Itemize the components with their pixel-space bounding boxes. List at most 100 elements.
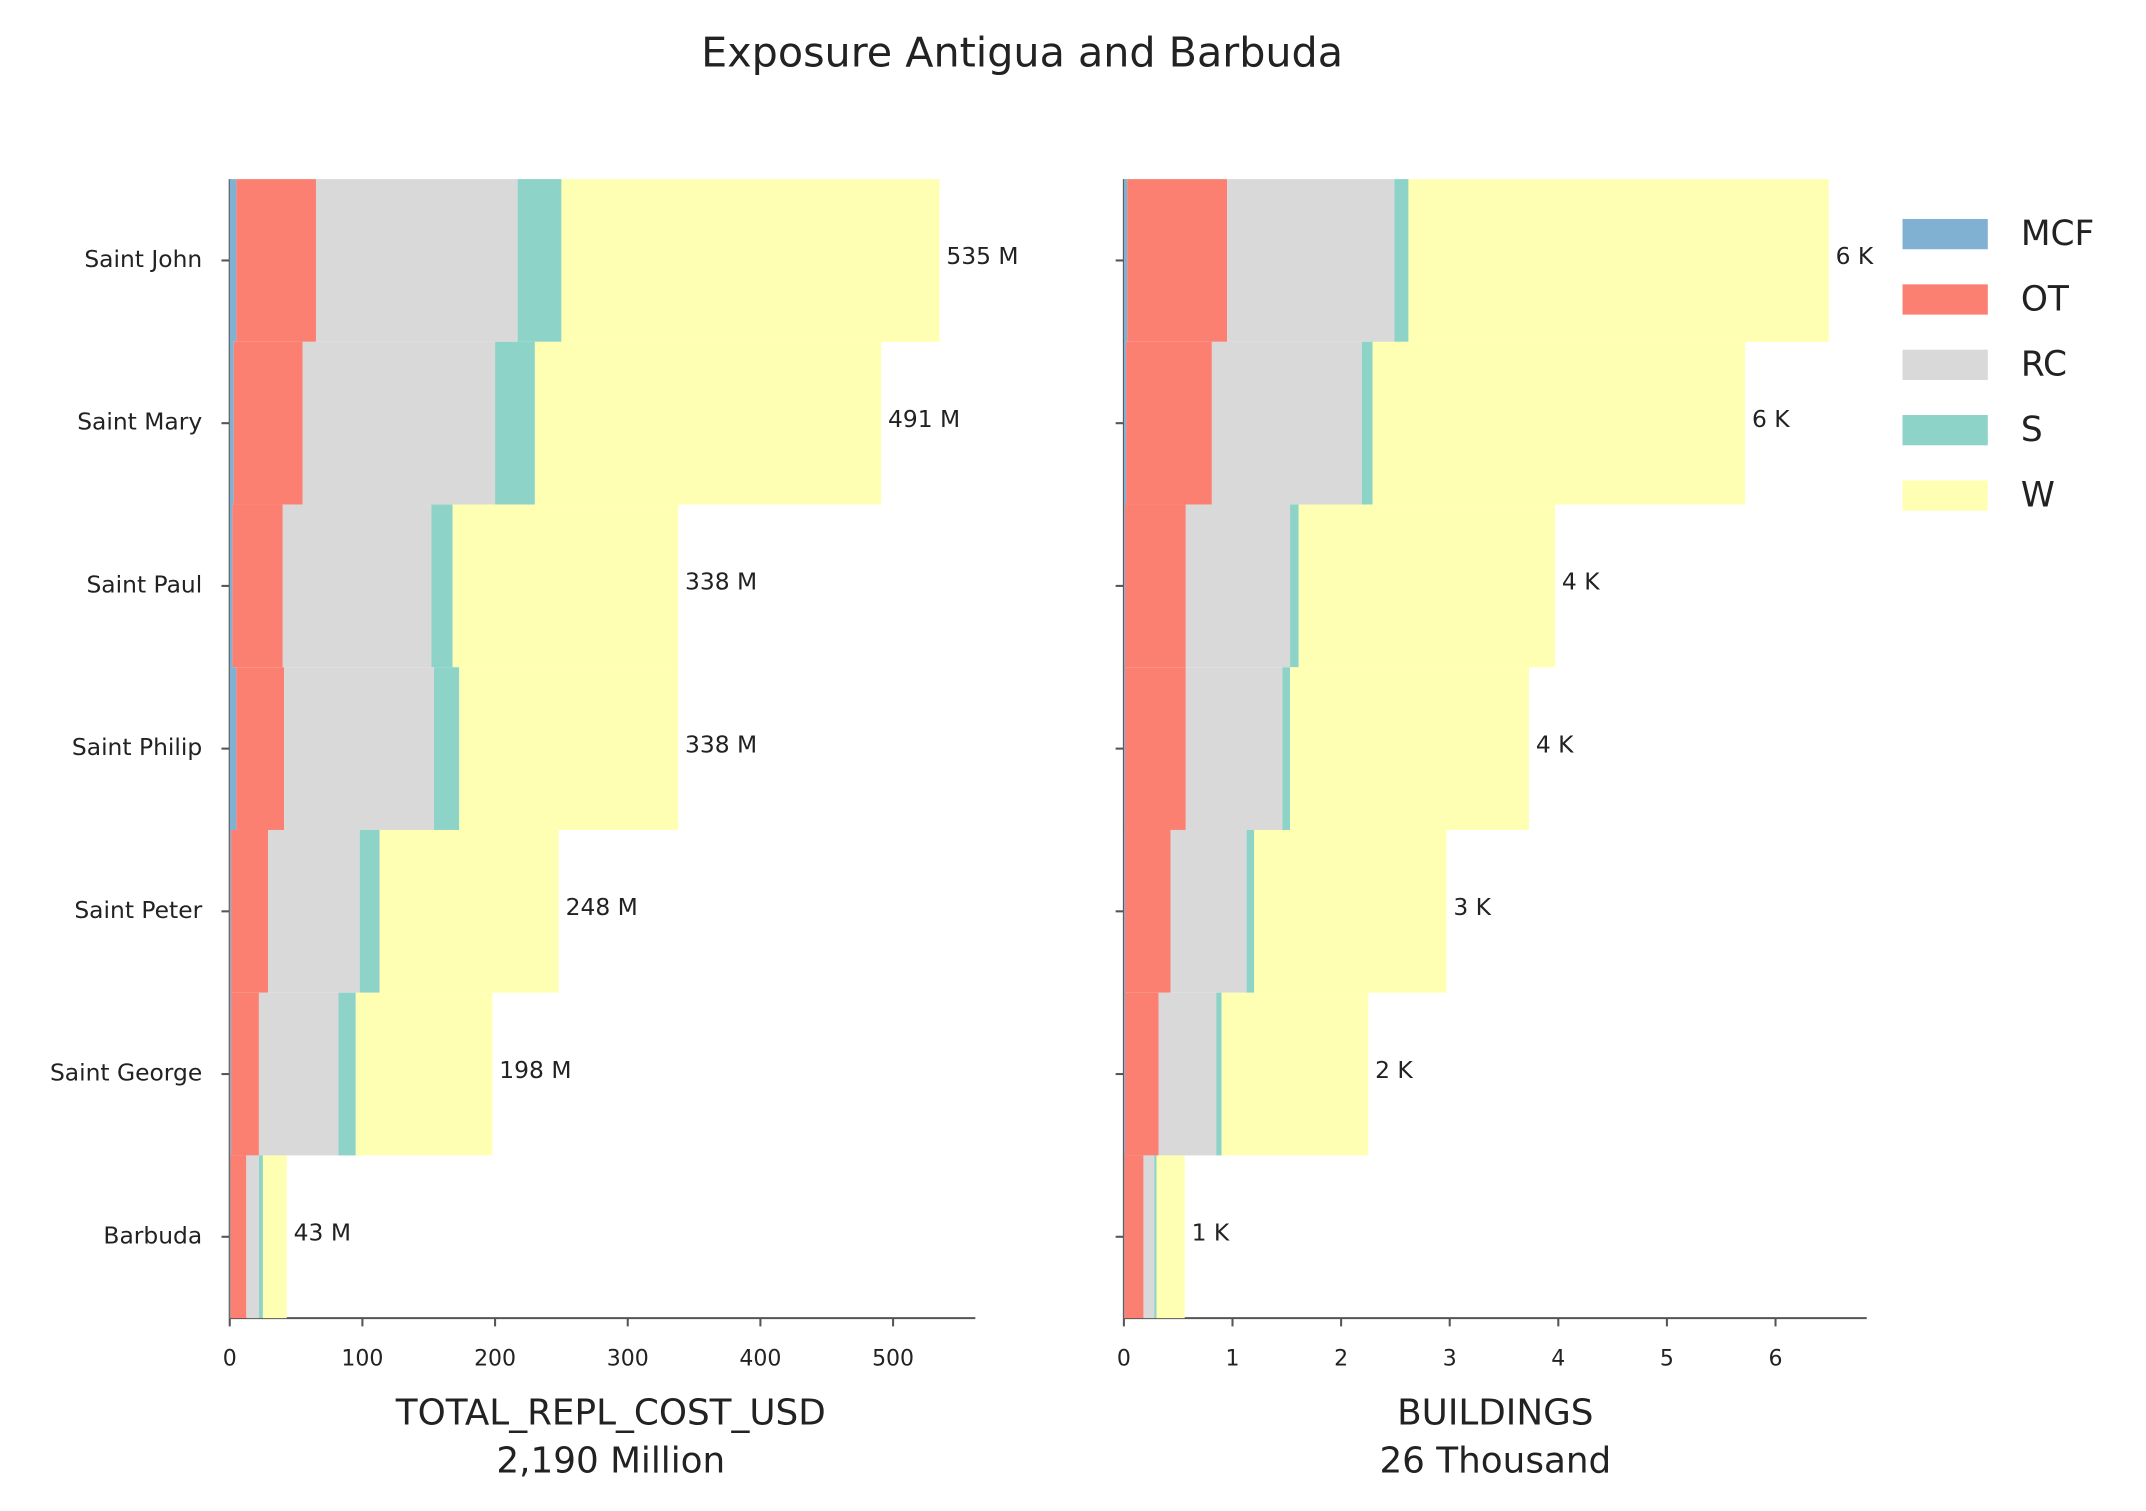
bar-segment bbox=[1154, 1155, 1157, 1319]
bar-segment bbox=[517, 179, 562, 342]
bar-segment bbox=[1246, 829, 1255, 993]
bar-segment bbox=[232, 504, 283, 668]
bar-segment bbox=[1290, 504, 1299, 668]
x-tick-label: 500 bbox=[872, 1346, 914, 1371]
legend-swatch bbox=[1902, 219, 1988, 250]
total-label: 6 K bbox=[1836, 242, 1874, 270]
total-label: 1 K bbox=[1192, 1219, 1230, 1247]
bar-segment bbox=[1123, 504, 1125, 668]
bar-segment bbox=[233, 341, 303, 505]
bar-segment bbox=[355, 992, 493, 1156]
bar-segment bbox=[1221, 992, 1369, 1156]
bar-segment bbox=[246, 1155, 259, 1319]
legend-label: S bbox=[2021, 410, 2043, 450]
y-tick-label: Barbuda bbox=[103, 1221, 202, 1249]
legend-swatch bbox=[1902, 415, 1988, 446]
chart-title: Exposure Antigua and Barbuda bbox=[701, 28, 1343, 76]
bar-segment bbox=[1361, 341, 1373, 505]
legend-swatch bbox=[1902, 349, 1988, 380]
bar-segment bbox=[1124, 992, 1159, 1156]
bar-segment bbox=[1158, 992, 1217, 1156]
total-label: 491 M bbox=[888, 405, 960, 433]
x-tick-label: 3 bbox=[1443, 1346, 1457, 1371]
bar-segment bbox=[1123, 667, 1125, 830]
bar-segment bbox=[1408, 179, 1829, 342]
bar-segment bbox=[231, 829, 269, 993]
y-tick-label: Saint Mary bbox=[77, 408, 202, 436]
bar-segment bbox=[236, 667, 285, 830]
total-label: 6 K bbox=[1752, 405, 1790, 433]
legend-label: RC bbox=[2021, 345, 2067, 385]
bar-segment bbox=[1185, 667, 1283, 830]
bar-segment bbox=[1156, 1155, 1185, 1319]
x-tick-label: 1 bbox=[1226, 1346, 1240, 1371]
total-label: 4 K bbox=[1536, 730, 1574, 758]
total-label: 338 M bbox=[685, 730, 757, 758]
bar-segment bbox=[236, 179, 316, 342]
bar-segment bbox=[452, 504, 679, 668]
bar-segment bbox=[1126, 341, 1212, 505]
bar-segment bbox=[459, 667, 679, 830]
bar-segment bbox=[229, 992, 232, 1156]
bar-segment bbox=[229, 829, 232, 993]
bar-segment bbox=[315, 179, 518, 342]
bar-segment bbox=[1211, 341, 1362, 505]
bar-segment bbox=[1372, 341, 1746, 505]
legend-label: OT bbox=[2021, 279, 2070, 319]
bar-segment bbox=[1123, 992, 1125, 1156]
bar-segment bbox=[1282, 667, 1291, 830]
total-label: 198 M bbox=[499, 1056, 571, 1084]
y-tick-label: Saint George bbox=[50, 1059, 202, 1087]
bar-segment bbox=[1124, 1155, 1144, 1319]
bar-segment bbox=[1123, 341, 1127, 505]
bar-segment bbox=[379, 829, 559, 993]
y-tick-label: Saint Philip bbox=[72, 733, 202, 761]
x-tick-label: 200 bbox=[474, 1346, 516, 1371]
y-tick-label: Saint John bbox=[84, 245, 202, 273]
bar-segment bbox=[1298, 504, 1556, 668]
y-tick-label: Saint Paul bbox=[86, 570, 202, 598]
legend-label: MCF bbox=[2021, 214, 2094, 254]
bar-segment bbox=[1124, 829, 1171, 993]
bar-segment bbox=[1123, 829, 1125, 993]
bar-segment bbox=[229, 504, 233, 668]
x-tick-label: 0 bbox=[1117, 1346, 1131, 1371]
x-tick-label: 400 bbox=[739, 1346, 781, 1371]
x-tick-label: 4 bbox=[1551, 1346, 1565, 1371]
legend-swatch bbox=[1902, 284, 1988, 315]
bar-segment bbox=[534, 341, 882, 505]
bar-segment bbox=[1227, 179, 1395, 342]
x-tick-label: 5 bbox=[1660, 1346, 1674, 1371]
x-tick-label: 6 bbox=[1769, 1346, 1783, 1371]
total-label: 535 M bbox=[946, 242, 1018, 270]
bar-segment bbox=[431, 504, 453, 668]
bar-segment bbox=[1394, 179, 1409, 342]
bar-segment bbox=[1123, 179, 1128, 342]
bar-segment bbox=[262, 1155, 287, 1319]
bar-segment bbox=[229, 1155, 231, 1319]
legend-label: W bbox=[2021, 475, 2055, 515]
x-tick-label: 300 bbox=[607, 1346, 649, 1371]
bar-segment bbox=[229, 341, 234, 505]
bar-segment bbox=[231, 992, 259, 1156]
bar-segment bbox=[1127, 179, 1228, 342]
total-label: 338 M bbox=[685, 568, 757, 596]
bar-segment bbox=[561, 179, 940, 342]
bar-segment bbox=[1290, 667, 1529, 830]
bar-segment bbox=[258, 992, 339, 1156]
total-label: 4 K bbox=[1562, 568, 1600, 596]
x-tick-label: 100 bbox=[341, 1346, 383, 1371]
bar-segment bbox=[495, 341, 535, 505]
bar-segment bbox=[434, 667, 460, 830]
bar-segment bbox=[302, 341, 496, 505]
bar-segment bbox=[1123, 1155, 1125, 1319]
total-label: 248 M bbox=[566, 893, 638, 921]
bar-segment bbox=[1124, 667, 1186, 830]
legend-swatch bbox=[1902, 480, 1988, 511]
bar-segment bbox=[284, 667, 435, 830]
y-tick-label: Saint Peter bbox=[74, 896, 202, 924]
x-axis-label: BUILDINGS bbox=[1397, 1392, 1593, 1433]
bar-segment bbox=[1216, 992, 1222, 1156]
bar-segment bbox=[258, 1155, 263, 1319]
